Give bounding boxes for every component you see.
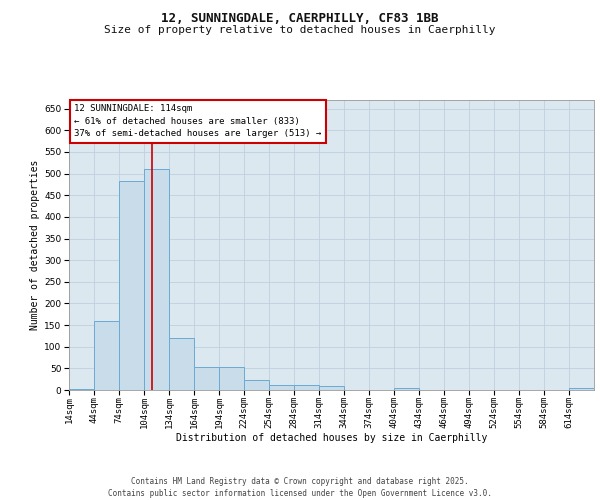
Bar (220, 368, 244, 390)
Y-axis label: Number of detached properties: Number of detached properties (30, 160, 40, 330)
Bar (569, 388, 593, 390)
Bar (319, 386, 344, 390)
Text: Contains HM Land Registry data © Crown copyright and database right 2025.
Contai: Contains HM Land Registry data © Crown c… (108, 476, 492, 498)
Text: 12, SUNNINGDALE, CAERPHILLY, CF83 1BB: 12, SUNNINGDALE, CAERPHILLY, CF83 1BB (161, 12, 439, 26)
Bar (94, 320, 119, 390)
Text: 12 SUNNINGDALE: 114sqm
← 61% of detached houses are smaller (833)
37% of semi-de: 12 SUNNINGDALE: 114sqm ← 61% of detached… (74, 104, 322, 138)
Bar (394, 388, 419, 390)
Bar (119, 181, 143, 390)
Bar (70, 388, 94, 390)
X-axis label: Distribution of detached houses by size in Caerphilly: Distribution of detached houses by size … (176, 432, 487, 442)
Bar (194, 368, 218, 390)
Bar (145, 170, 169, 390)
Bar (169, 338, 194, 390)
Bar (269, 385, 293, 390)
Text: Size of property relative to detached houses in Caerphilly: Size of property relative to detached ho… (104, 25, 496, 35)
Bar (295, 385, 319, 390)
Bar (244, 380, 269, 390)
